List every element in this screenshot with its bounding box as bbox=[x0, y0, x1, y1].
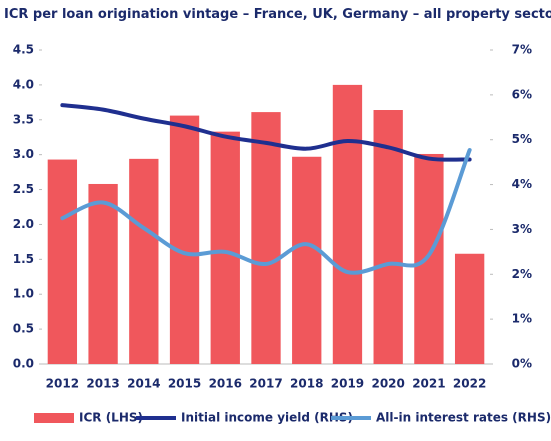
y2-tick-label: 3% bbox=[512, 222, 532, 236]
x-tick-label: 2014 bbox=[127, 377, 160, 391]
bar bbox=[292, 156, 322, 364]
bar bbox=[251, 112, 281, 364]
y-tick-label: 1.5 bbox=[13, 252, 34, 266]
bar bbox=[332, 84, 363, 364]
bar bbox=[129, 158, 159, 364]
legend-label: ICR (LHS) bbox=[79, 411, 143, 425]
x-tick-label: 2016 bbox=[209, 377, 242, 391]
x-tick-label: 2015 bbox=[168, 377, 201, 391]
y2-tick-label: 5% bbox=[512, 132, 532, 146]
bar bbox=[88, 183, 118, 364]
y2-tick-label: 7% bbox=[512, 43, 532, 57]
y-tick-label: 3.0 bbox=[13, 147, 34, 161]
legend-label: Initial income yield (RHS) bbox=[181, 411, 353, 425]
x-tick-label: 2012 bbox=[46, 377, 79, 391]
y2-tick-label: 6% bbox=[512, 87, 532, 101]
y2-tick-label: 4% bbox=[512, 177, 532, 191]
bar bbox=[169, 115, 200, 364]
y2-tick-label: 0% bbox=[512, 357, 532, 371]
x-tick-label: 2020 bbox=[371, 377, 404, 391]
x-tick-label: 2021 bbox=[412, 377, 445, 391]
x-tick-label: 2019 bbox=[331, 377, 364, 391]
legend-label: All-in interest rates (RHS) bbox=[376, 411, 551, 425]
y-tick-label: 4.0 bbox=[13, 77, 34, 91]
y-tick-label: 2.5 bbox=[13, 182, 34, 196]
bar bbox=[454, 253, 485, 364]
bar bbox=[210, 131, 240, 364]
bar bbox=[47, 159, 78, 364]
y2-tick-label: 1% bbox=[512, 312, 532, 326]
y-tick-label: 2.0 bbox=[13, 217, 34, 231]
y-tick-label: 3.5 bbox=[13, 112, 34, 126]
y-tick-label: 0.5 bbox=[13, 322, 34, 336]
line bbox=[60, 148, 472, 275]
bar bbox=[414, 153, 444, 364]
x-tick-label: 2017 bbox=[249, 377, 282, 391]
y-tick-label: 4.5 bbox=[13, 43, 34, 57]
y2-tick-label: 2% bbox=[512, 267, 532, 281]
line bbox=[60, 103, 472, 162]
chart-title: ICR per loan origination vintage – Franc… bbox=[4, 7, 551, 22]
bar bbox=[373, 110, 403, 365]
legend-swatch bbox=[34, 413, 74, 423]
x-tick-label: 2022 bbox=[453, 377, 486, 391]
y-tick-label: 0.0 bbox=[13, 357, 34, 371]
x-tick-label: 2018 bbox=[290, 377, 323, 391]
x-tick-label: 2013 bbox=[86, 377, 119, 391]
y-tick-label: 1.0 bbox=[13, 287, 34, 301]
